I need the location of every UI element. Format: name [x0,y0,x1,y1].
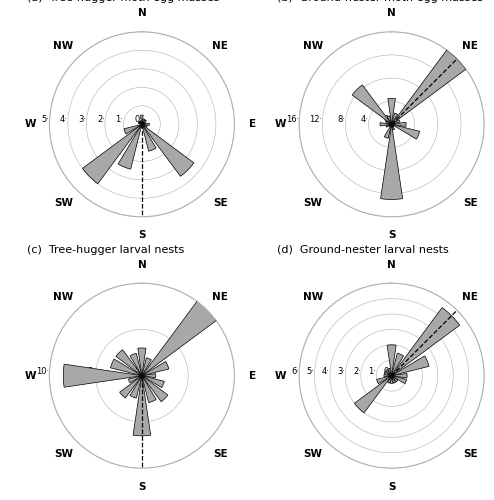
Bar [389,124,392,126]
Bar [124,124,142,134]
Text: W: W [25,120,37,130]
Bar [142,124,194,176]
Bar [142,358,151,376]
Text: (c)  Tree-hugger larval nests: (c) Tree-hugger larval nests [27,244,184,254]
Bar [390,376,393,384]
Text: N: N [387,8,396,18]
Bar [392,376,407,384]
Bar [384,372,392,376]
Bar [388,376,392,383]
Bar [392,50,466,124]
Bar [130,354,142,376]
Text: NW: NW [53,292,74,302]
Text: SE: SE [213,449,228,459]
Bar [142,374,156,378]
Bar [392,374,407,378]
Text: SE: SE [213,198,228,208]
Bar [142,122,145,124]
Bar [118,124,142,169]
Bar [392,124,394,126]
Bar [142,376,156,402]
Text: NE: NE [212,292,228,302]
Bar [392,376,398,382]
Bar [392,376,396,383]
Bar [82,124,142,184]
Text: N: N [137,260,146,270]
Bar [392,124,395,130]
Bar [380,122,392,126]
Bar [376,376,392,384]
Bar [392,308,460,376]
Bar [120,376,142,398]
Text: N: N [137,8,146,18]
Text: (b)  Ground-nester moth egg masses: (b) Ground-nester moth egg masses [277,0,483,4]
Text: (d)  Ground-nester larval nests: (d) Ground-nester larval nests [277,244,449,254]
Text: SW: SW [54,449,73,459]
Bar [142,376,165,388]
Bar [142,376,168,402]
Text: W: W [25,370,37,380]
Text: S: S [388,482,395,492]
Text: SW: SW [304,449,323,459]
Bar [142,123,149,126]
Bar [138,348,146,376]
Bar [355,376,392,413]
Bar [392,354,404,376]
Bar [142,124,147,127]
Bar [138,122,142,124]
Text: E: E [249,370,256,380]
Text: S: S [138,482,146,492]
Bar [142,362,169,376]
Bar [386,124,392,128]
Bar [386,122,392,124]
Bar [380,124,403,200]
Text: S: S [138,230,146,240]
Text: NE: NE [462,292,478,302]
Bar [116,350,142,376]
Bar [133,376,151,436]
Text: S: S [388,230,395,240]
Text: NW: NW [303,41,323,51]
Text: NE: NE [462,41,478,51]
Text: SE: SE [463,449,477,459]
Bar [385,370,392,376]
Bar [142,120,146,124]
Bar [352,85,392,124]
Bar [384,124,392,138]
Bar [111,359,142,376]
Bar [388,98,395,124]
Bar [128,376,142,383]
Bar [142,298,220,376]
Bar [387,345,396,376]
Bar [63,364,142,387]
Bar [392,122,406,126]
Bar [392,113,398,124]
Text: SW: SW [54,198,73,208]
Bar [384,374,392,377]
Bar [388,368,392,376]
Text: (a)  Tree-hugger moth egg masses: (a) Tree-hugger moth egg masses [27,0,220,4]
Bar [392,124,420,139]
Text: E: E [249,120,256,130]
Text: NW: NW [53,41,74,51]
Text: SE: SE [463,198,477,208]
Bar [130,376,142,398]
Bar [142,124,156,151]
Text: W: W [275,370,287,380]
Bar [139,122,142,124]
Text: W: W [275,120,287,130]
Text: N: N [387,260,396,270]
Text: NE: NE [212,41,228,51]
Bar [392,356,429,376]
Bar [387,116,392,124]
Text: NW: NW [303,292,323,302]
Bar [141,124,142,128]
Bar [142,119,145,124]
Bar [392,120,400,124]
Bar [140,120,142,124]
Text: SW: SW [304,198,323,208]
Bar [140,115,143,124]
